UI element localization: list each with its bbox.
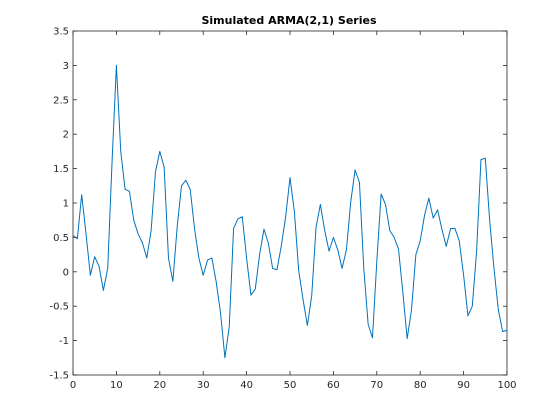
y-tick-label: 2 bbox=[63, 130, 69, 141]
x-tick-label: 100 bbox=[497, 380, 516, 391]
y-tick-label: 0.5 bbox=[53, 233, 69, 244]
x-tick-label: 70 bbox=[370, 380, 383, 391]
x-tick-label: 30 bbox=[197, 380, 210, 391]
x-tick-label: 90 bbox=[457, 380, 470, 391]
x-tick-label: 80 bbox=[414, 380, 427, 391]
y-tick-label: -0.5 bbox=[49, 302, 69, 313]
y-tick-label: 3 bbox=[63, 61, 69, 72]
y-tick-label: -1 bbox=[59, 336, 69, 347]
plot-axes: 0 10 20 30 40 50 60 70 80 90 100 -1.5 -1 -0.5 0 0.5 1 1.5… bbox=[49, 27, 516, 392]
x-tick-label: 0 bbox=[70, 380, 76, 391]
x-tick-label: 10 bbox=[110, 380, 123, 391]
y-tick-label: 2.5 bbox=[53, 95, 69, 106]
x-tick-label: 40 bbox=[240, 380, 253, 391]
series-layer bbox=[72, 64, 508, 359]
x-tick-label: 50 bbox=[284, 380, 297, 391]
series-line bbox=[72, 64, 508, 359]
y-tick-label: 3.5 bbox=[53, 27, 69, 38]
chart-title: Simulated ARMA(2,1) Series bbox=[201, 14, 376, 27]
y-tick-label: -1.5 bbox=[49, 371, 69, 382]
y-tick-label: 0 bbox=[63, 267, 69, 278]
x-tick-label: 20 bbox=[153, 380, 166, 391]
y-tick-label: 1.5 bbox=[53, 164, 69, 175]
x-tick-label: 60 bbox=[327, 380, 340, 391]
y-tick-label: 1 bbox=[63, 199, 69, 210]
